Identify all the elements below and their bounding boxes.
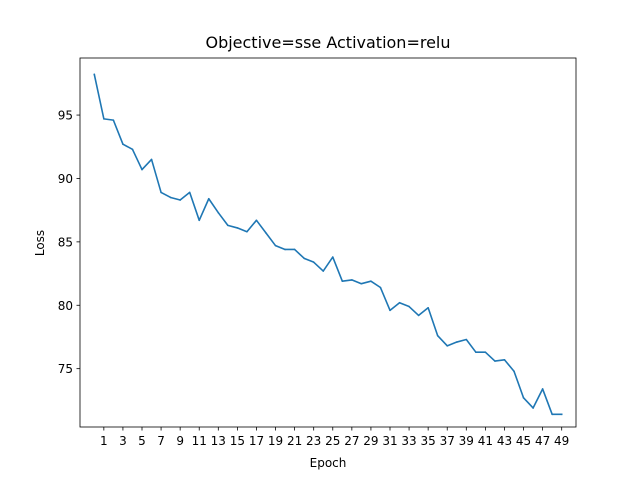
y-tick-label: 90 bbox=[58, 172, 73, 186]
x-axis: 1 3 5 7 9 11 13 15 17 19 21 23 25 27 29 31 33 35 37 39 41 43 4… bbox=[100, 427, 569, 448]
y-tick-label: 95 bbox=[58, 109, 73, 123]
data-point bbox=[455, 341, 458, 343]
data-point bbox=[246, 230, 248, 233]
data-point bbox=[351, 279, 353, 281]
data-point bbox=[551, 413, 553, 416]
x-tick-label: 9 bbox=[176, 434, 184, 448]
data-point bbox=[188, 191, 191, 194]
x-tick-label: 31 bbox=[382, 434, 397, 448]
data-point bbox=[360, 282, 363, 285]
data-point bbox=[217, 211, 220, 214]
x-tick-label: 23 bbox=[306, 434, 321, 448]
data-point bbox=[494, 360, 496, 362]
data-point bbox=[389, 309, 391, 312]
data-point bbox=[522, 397, 525, 399]
x-tick-label: 11 bbox=[192, 434, 207, 448]
x-tick-label: 7 bbox=[157, 434, 165, 448]
y-axis: 75 80 85 90 95 bbox=[58, 109, 80, 376]
data-point bbox=[541, 388, 544, 390]
x-tick-label: 41 bbox=[478, 434, 493, 448]
data-point bbox=[446, 345, 449, 347]
data-point bbox=[265, 232, 267, 234]
data-point bbox=[331, 256, 334, 258]
data-point bbox=[236, 227, 239, 229]
x-tick-label: 47 bbox=[535, 434, 550, 448]
data-point bbox=[255, 219, 258, 222]
x-tick-label: 45 bbox=[516, 434, 531, 448]
data-point bbox=[141, 168, 143, 171]
data-point bbox=[312, 261, 315, 263]
data-point bbox=[484, 351, 487, 353]
data-point bbox=[322, 270, 325, 272]
data-point bbox=[532, 407, 534, 409]
data-point bbox=[379, 286, 382, 289]
data-point bbox=[293, 248, 296, 251]
data-point bbox=[274, 244, 277, 247]
plot-area bbox=[79, 57, 577, 428]
data-point bbox=[207, 197, 210, 200]
y-axis-label: Loss bbox=[33, 230, 47, 256]
x-tick-label: 33 bbox=[401, 434, 416, 448]
data-point bbox=[560, 413, 563, 416]
x-tick-label: 1 bbox=[100, 434, 108, 448]
x-tick-label: 13 bbox=[211, 434, 226, 448]
data-point bbox=[112, 119, 115, 121]
data-point bbox=[179, 199, 181, 201]
x-tick-label: 35 bbox=[421, 434, 436, 448]
x-tick-label: 21 bbox=[287, 434, 302, 448]
data-point bbox=[465, 338, 468, 341]
series-line-loss bbox=[93, 73, 563, 416]
x-tick-label: 29 bbox=[363, 434, 378, 448]
x-tick-label: 19 bbox=[268, 434, 283, 448]
data-point bbox=[341, 280, 344, 282]
data-point bbox=[417, 314, 420, 317]
data-point bbox=[160, 191, 162, 194]
data-point bbox=[503, 358, 506, 361]
y-tick-label: 75 bbox=[58, 362, 73, 376]
data-point bbox=[131, 148, 134, 151]
data-point bbox=[427, 307, 429, 309]
data-point bbox=[93, 73, 96, 76]
x-tick-label: 17 bbox=[249, 434, 264, 448]
data-point bbox=[103, 118, 105, 120]
x-axis-label: Epoch bbox=[310, 456, 347, 470]
data-point bbox=[436, 334, 439, 337]
data-point bbox=[408, 305, 410, 308]
data-point bbox=[284, 248, 286, 251]
x-tick-label: 15 bbox=[230, 434, 245, 448]
data-point bbox=[169, 196, 172, 199]
x-tick-label: 3 bbox=[119, 434, 127, 448]
x-tick-label: 49 bbox=[554, 434, 569, 448]
data-point bbox=[122, 143, 124, 146]
y-tick-label: 80 bbox=[58, 299, 73, 313]
x-tick-label: 39 bbox=[459, 434, 474, 448]
y-tick-label: 85 bbox=[58, 235, 73, 249]
x-tick-label: 27 bbox=[344, 434, 359, 448]
data-point bbox=[303, 257, 305, 260]
data-point bbox=[198, 219, 201, 222]
data-point bbox=[150, 158, 153, 161]
x-tick-label: 5 bbox=[138, 434, 146, 448]
x-tick-label: 25 bbox=[325, 434, 340, 448]
data-point bbox=[475, 351, 477, 353]
data-point bbox=[398, 301, 401, 304]
data-point bbox=[227, 224, 229, 227]
chart-title: Objective=sse Activation=relu bbox=[205, 33, 450, 52]
data-point bbox=[370, 280, 372, 282]
x-tick-label: 37 bbox=[440, 434, 455, 448]
x-tick-label: 43 bbox=[497, 434, 512, 448]
data-point bbox=[513, 370, 515, 373]
plot-frame bbox=[79, 57, 577, 428]
